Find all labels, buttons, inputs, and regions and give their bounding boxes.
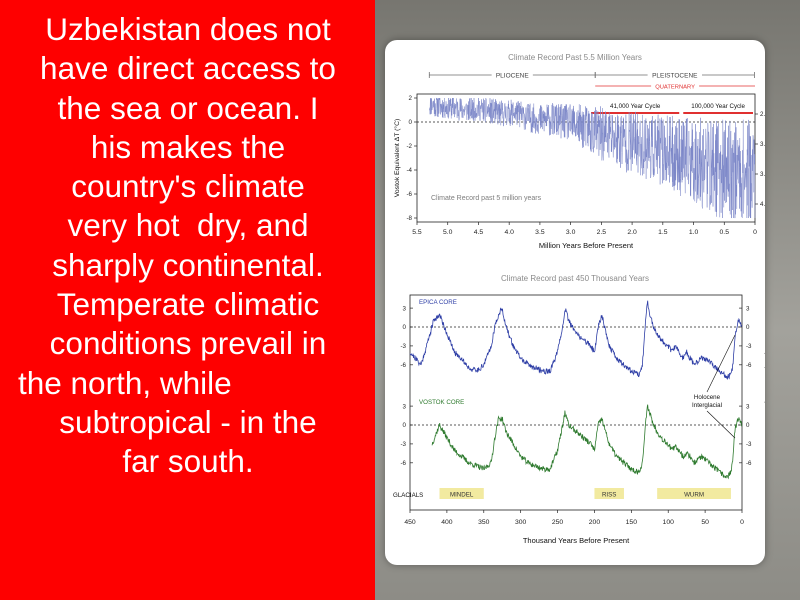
glacial-label: MINDEL — [450, 492, 474, 499]
chart1-annotation: Climate Record past 5 million years — [431, 195, 542, 202]
y-tick-label: 0 — [403, 422, 407, 429]
vostok-series-line — [431, 404, 742, 480]
glacial-label: RISS — [602, 492, 616, 499]
x-tick-label: 0 — [740, 519, 744, 526]
x-tick-label: 2.0 — [627, 229, 637, 236]
slide-text-panel: Uzbekistan does not have direct access t… — [0, 0, 375, 600]
holocene-annotation: Holocene — [694, 394, 721, 401]
x-tick-label: 1.0 — [689, 229, 699, 236]
slide-line: Uzbekistan does not — [45, 11, 331, 47]
x-tick-label: 150 — [626, 519, 638, 526]
y-tick-label: 2 — [409, 95, 413, 102]
epoch-label-bg — [491, 70, 533, 80]
chart2-x-axis-label: Thousand Years Before Present — [523, 536, 630, 545]
right-tick-label: 3 — [746, 305, 750, 312]
slide-line: conditions prevail in — [49, 325, 327, 362]
quaternary-label: QUATERNARY — [655, 84, 695, 90]
slide-paragraph: Uzbekistan does not have direct access t… — [4, 10, 372, 482]
epica-series-label: EPICA CORE — [419, 299, 457, 306]
x-tick-label: 400 — [441, 519, 453, 526]
x-tick-label: 2.5 — [597, 229, 607, 236]
epica-series-line — [409, 300, 742, 380]
chart2-right-axis-label: ΔT (Temperature °C) — [764, 341, 765, 404]
x-tick-label: 250 — [552, 519, 564, 526]
right-tick-label: 3 — [746, 403, 750, 410]
chart1-x-axis-label: Million Years Before Present — [539, 241, 634, 250]
y-tick-label: -6 — [400, 362, 406, 369]
chart2-plot-frame — [409, 294, 743, 511]
right-tick-label: 3.5 — [760, 171, 765, 178]
right-tick-label: 2.5 — [760, 111, 765, 118]
chart1-y-axis-label: Vostok Equivalent ΔT (°C) — [393, 119, 401, 198]
y-tick-label: -2 — [406, 143, 412, 150]
slide-line: have direct access to — [40, 50, 336, 87]
x-tick-label: 3.0 — [566, 229, 576, 236]
quaternary-label-bg — [651, 82, 700, 90]
slide-line: Temperate climatic — [56, 286, 320, 323]
chart2-title: Climate Record past 450 Thousand Years — [501, 274, 649, 283]
holocene-arrow — [706, 334, 736, 393]
y-tick-label: -6 — [400, 460, 406, 467]
y-tick-label: 3 — [403, 305, 407, 312]
x-tick-label: 50 — [701, 519, 709, 526]
right-tick-label: -3 — [746, 343, 752, 350]
climate-figure: Climate Record Past 5.5 Million Years PLI… — [385, 40, 765, 565]
x-tick-label: 4.0 — [504, 229, 514, 236]
y-tick-label: 0 — [403, 324, 407, 331]
y-tick-label: 0 — [409, 119, 413, 126]
epoch-label: PLIOCENE — [496, 73, 530, 80]
x-tick-label: 450 — [404, 519, 416, 526]
glacial-label: WURM — [684, 492, 704, 499]
y-tick-label: 3 — [403, 403, 407, 410]
slide-line: the sea or ocean. I — [57, 89, 319, 126]
x-tick-label: 3.5 — [535, 229, 545, 236]
right-tick-label: -3 — [746, 441, 752, 448]
slide-line: very hot dry, and — [67, 207, 309, 244]
vostok-5my-series-line — [429, 97, 756, 219]
y-tick-label: -3 — [400, 343, 406, 350]
climate-charts: Climate Record Past 5.5 Million Years PLI… — [393, 53, 765, 545]
x-tick-label: 300 — [515, 519, 527, 526]
x-tick-label: 200 — [589, 519, 601, 526]
epoch-label-bg — [647, 70, 703, 80]
glacial-band — [594, 488, 624, 499]
cycle-label: 100,000 Year Cycle — [691, 103, 745, 110]
right-tick-label: 4.0 — [760, 201, 765, 208]
right-tick-label: 3.0 — [760, 141, 765, 148]
x-tick-label: 100 — [663, 519, 675, 526]
slide-line: far south. — [122, 443, 254, 480]
glacial-band — [439, 488, 484, 499]
epoch-label: PLEISTOCENE — [652, 73, 698, 80]
vostok-series-label: VOSTOK CORE — [419, 399, 464, 406]
x-tick-label: 0.5 — [720, 229, 730, 236]
x-tick-label: 5.0 — [443, 229, 453, 236]
y-tick-label: -3 — [400, 441, 406, 448]
chart1-title: Climate Record Past 5.5 Million Years — [508, 53, 642, 62]
slide-line: the north, while — [18, 364, 232, 401]
right-tick-label: -6 — [746, 460, 752, 467]
glacial-band — [657, 488, 731, 499]
x-tick-label: 5.5 — [412, 229, 422, 236]
holocene-annotation: Interglacial — [692, 402, 722, 409]
y-tick-label: -4 — [406, 167, 412, 174]
slide-line: subtropical - in the — [59, 403, 317, 440]
slide-line: sharply continental. — [52, 246, 324, 283]
slide-line: his makes the — [90, 128, 286, 165]
x-tick-label: 4.5 — [474, 229, 484, 236]
cycle-label: 41,000 Year Cycle — [610, 103, 661, 110]
x-tick-label: 350 — [478, 519, 490, 526]
x-tick-label: 1.5 — [658, 229, 668, 236]
right-tick-label: -6 — [746, 362, 752, 369]
right-tick-label: 0 — [746, 422, 750, 429]
slide-line: country's climate — [71, 168, 305, 205]
glacials-label: GLACIALS — [393, 492, 423, 499]
right-tick-label: 0 — [746, 324, 750, 331]
y-tick-label: -8 — [406, 215, 412, 222]
x-tick-label: 0 — [753, 229, 757, 236]
holocene-arrow — [706, 410, 736, 439]
y-tick-label: -6 — [406, 191, 412, 198]
